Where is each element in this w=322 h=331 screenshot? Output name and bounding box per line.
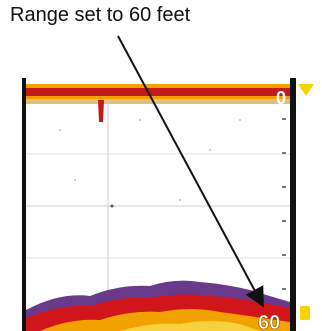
sonar-noise: [59, 119, 241, 208]
scale-marker-top: [298, 84, 314, 96]
surface-clutter-core: [26, 88, 290, 96]
surface-clutter-edge: [26, 99, 290, 104]
scale-marker-bottom: [300, 306, 310, 320]
screen-frame-left: [22, 78, 26, 331]
annotation-label: Range set to 60 feet: [10, 4, 191, 26]
sonar-screen: 0 60: [0, 78, 322, 331]
depth-scale-ticks: [282, 118, 286, 290]
surface-clutter-drip: [98, 100, 104, 122]
bottom-range-label: 60: [258, 312, 280, 331]
screen-frame-right: [290, 78, 296, 331]
bottom-echo-bright: [120, 321, 260, 331]
top-range-label: 0: [276, 88, 286, 108]
